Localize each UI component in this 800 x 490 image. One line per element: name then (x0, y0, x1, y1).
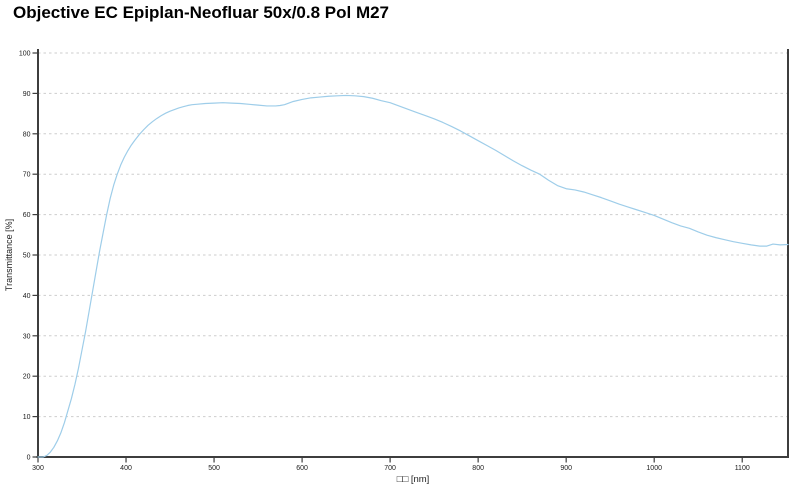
x-tick-label: 300 (32, 465, 44, 472)
x-tick-label: 700 (384, 465, 396, 472)
x-axis-title: □□ [nm] (397, 474, 430, 485)
y-tick-label: 90 (23, 91, 31, 98)
x-tick-label: 400 (120, 465, 132, 472)
x-tick-label: 1000 (646, 465, 662, 472)
y-tick-label: 0 (27, 455, 31, 462)
y-tick-label: 50 (23, 253, 31, 260)
y-tick-label: 60 (23, 212, 31, 219)
y-tick-label: 10 (23, 414, 31, 421)
chart-title: Objective EC Epiplan-Neofluar 50x/0.8 Po… (13, 3, 390, 22)
y-tick-label: 100 (19, 51, 31, 58)
x-tick-label: 900 (560, 465, 572, 472)
x-tick-label: 500 (208, 465, 220, 472)
y-tick-label: 40 (23, 293, 31, 300)
y-tick-label: 70 (23, 172, 31, 179)
x-tick-label: 1100 (735, 465, 750, 472)
y-tick-label: 80 (23, 131, 31, 138)
y-tick-label: 20 (23, 374, 31, 381)
transmittance-curve (37, 94, 789, 458)
y-axis-title: Transmittance [%] (4, 219, 14, 291)
x-tick-label: 600 (296, 465, 308, 472)
x-tick-label: 800 (472, 465, 484, 472)
y-tick-label: 30 (23, 333, 31, 340)
